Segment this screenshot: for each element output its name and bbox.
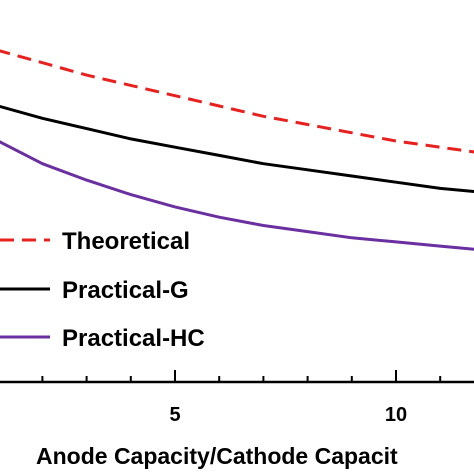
series-line-theoretical <box>0 49 474 154</box>
x-tick-label-10: 10 <box>385 404 407 426</box>
legend: Theoretical Practical-G Practical-HC <box>0 228 205 352</box>
series-line-practical-g <box>0 104 474 194</box>
x-axis-label: Anode Capacity/Cathode Capacit <box>36 443 398 469</box>
legend-label-practical-hc: Practical-HC <box>62 325 205 352</box>
series-line-practical-hc <box>0 140 474 251</box>
series-layer <box>0 49 474 251</box>
legend-label-practical-g: Practical-G <box>62 277 189 304</box>
x-ticks <box>41 370 442 382</box>
x-tick-label-5: 5 <box>169 404 180 426</box>
legend-label-theoretical: Theoretical <box>62 228 190 255</box>
